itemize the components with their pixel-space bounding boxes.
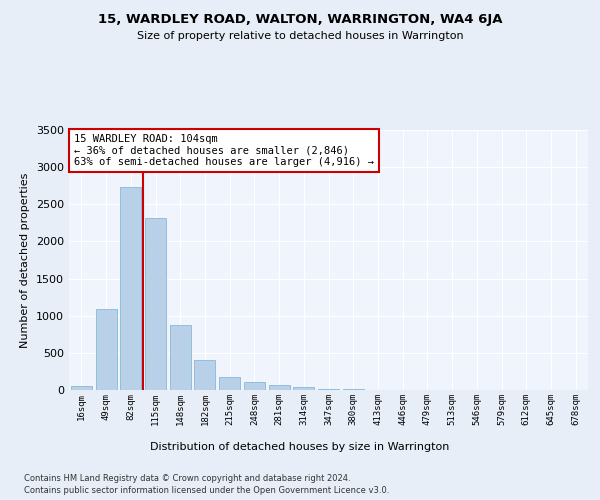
Text: Contains public sector information licensed under the Open Government Licence v3: Contains public sector information licen… [24,486,389,495]
Text: 15 WARDLEY ROAD: 104sqm
← 36% of detached houses are smaller (2,846)
63% of semi: 15 WARDLEY ROAD: 104sqm ← 36% of detache… [74,134,374,167]
Bar [269,385,290,390]
Bar [194,360,215,390]
Bar [219,377,240,390]
Text: Distribution of detached houses by size in Warrington: Distribution of detached houses by size … [151,442,449,452]
Text: Contains HM Land Registry data © Crown copyright and database right 2024.: Contains HM Land Registry data © Crown c… [24,474,350,483]
Y-axis label: Number of detached properties: Number of detached properties [20,172,31,348]
Bar [170,324,191,390]
Bar [318,389,339,390]
Text: Size of property relative to detached houses in Warrington: Size of property relative to detached ho… [137,31,463,41]
Bar [244,382,265,390]
Text: 15, WARDLEY ROAD, WALTON, WARRINGTON, WA4 6JA: 15, WARDLEY ROAD, WALTON, WARRINGTON, WA… [98,12,502,26]
Bar [145,218,166,390]
Bar [95,309,116,390]
Bar [120,187,141,390]
Bar [293,388,314,390]
Bar [71,386,92,390]
